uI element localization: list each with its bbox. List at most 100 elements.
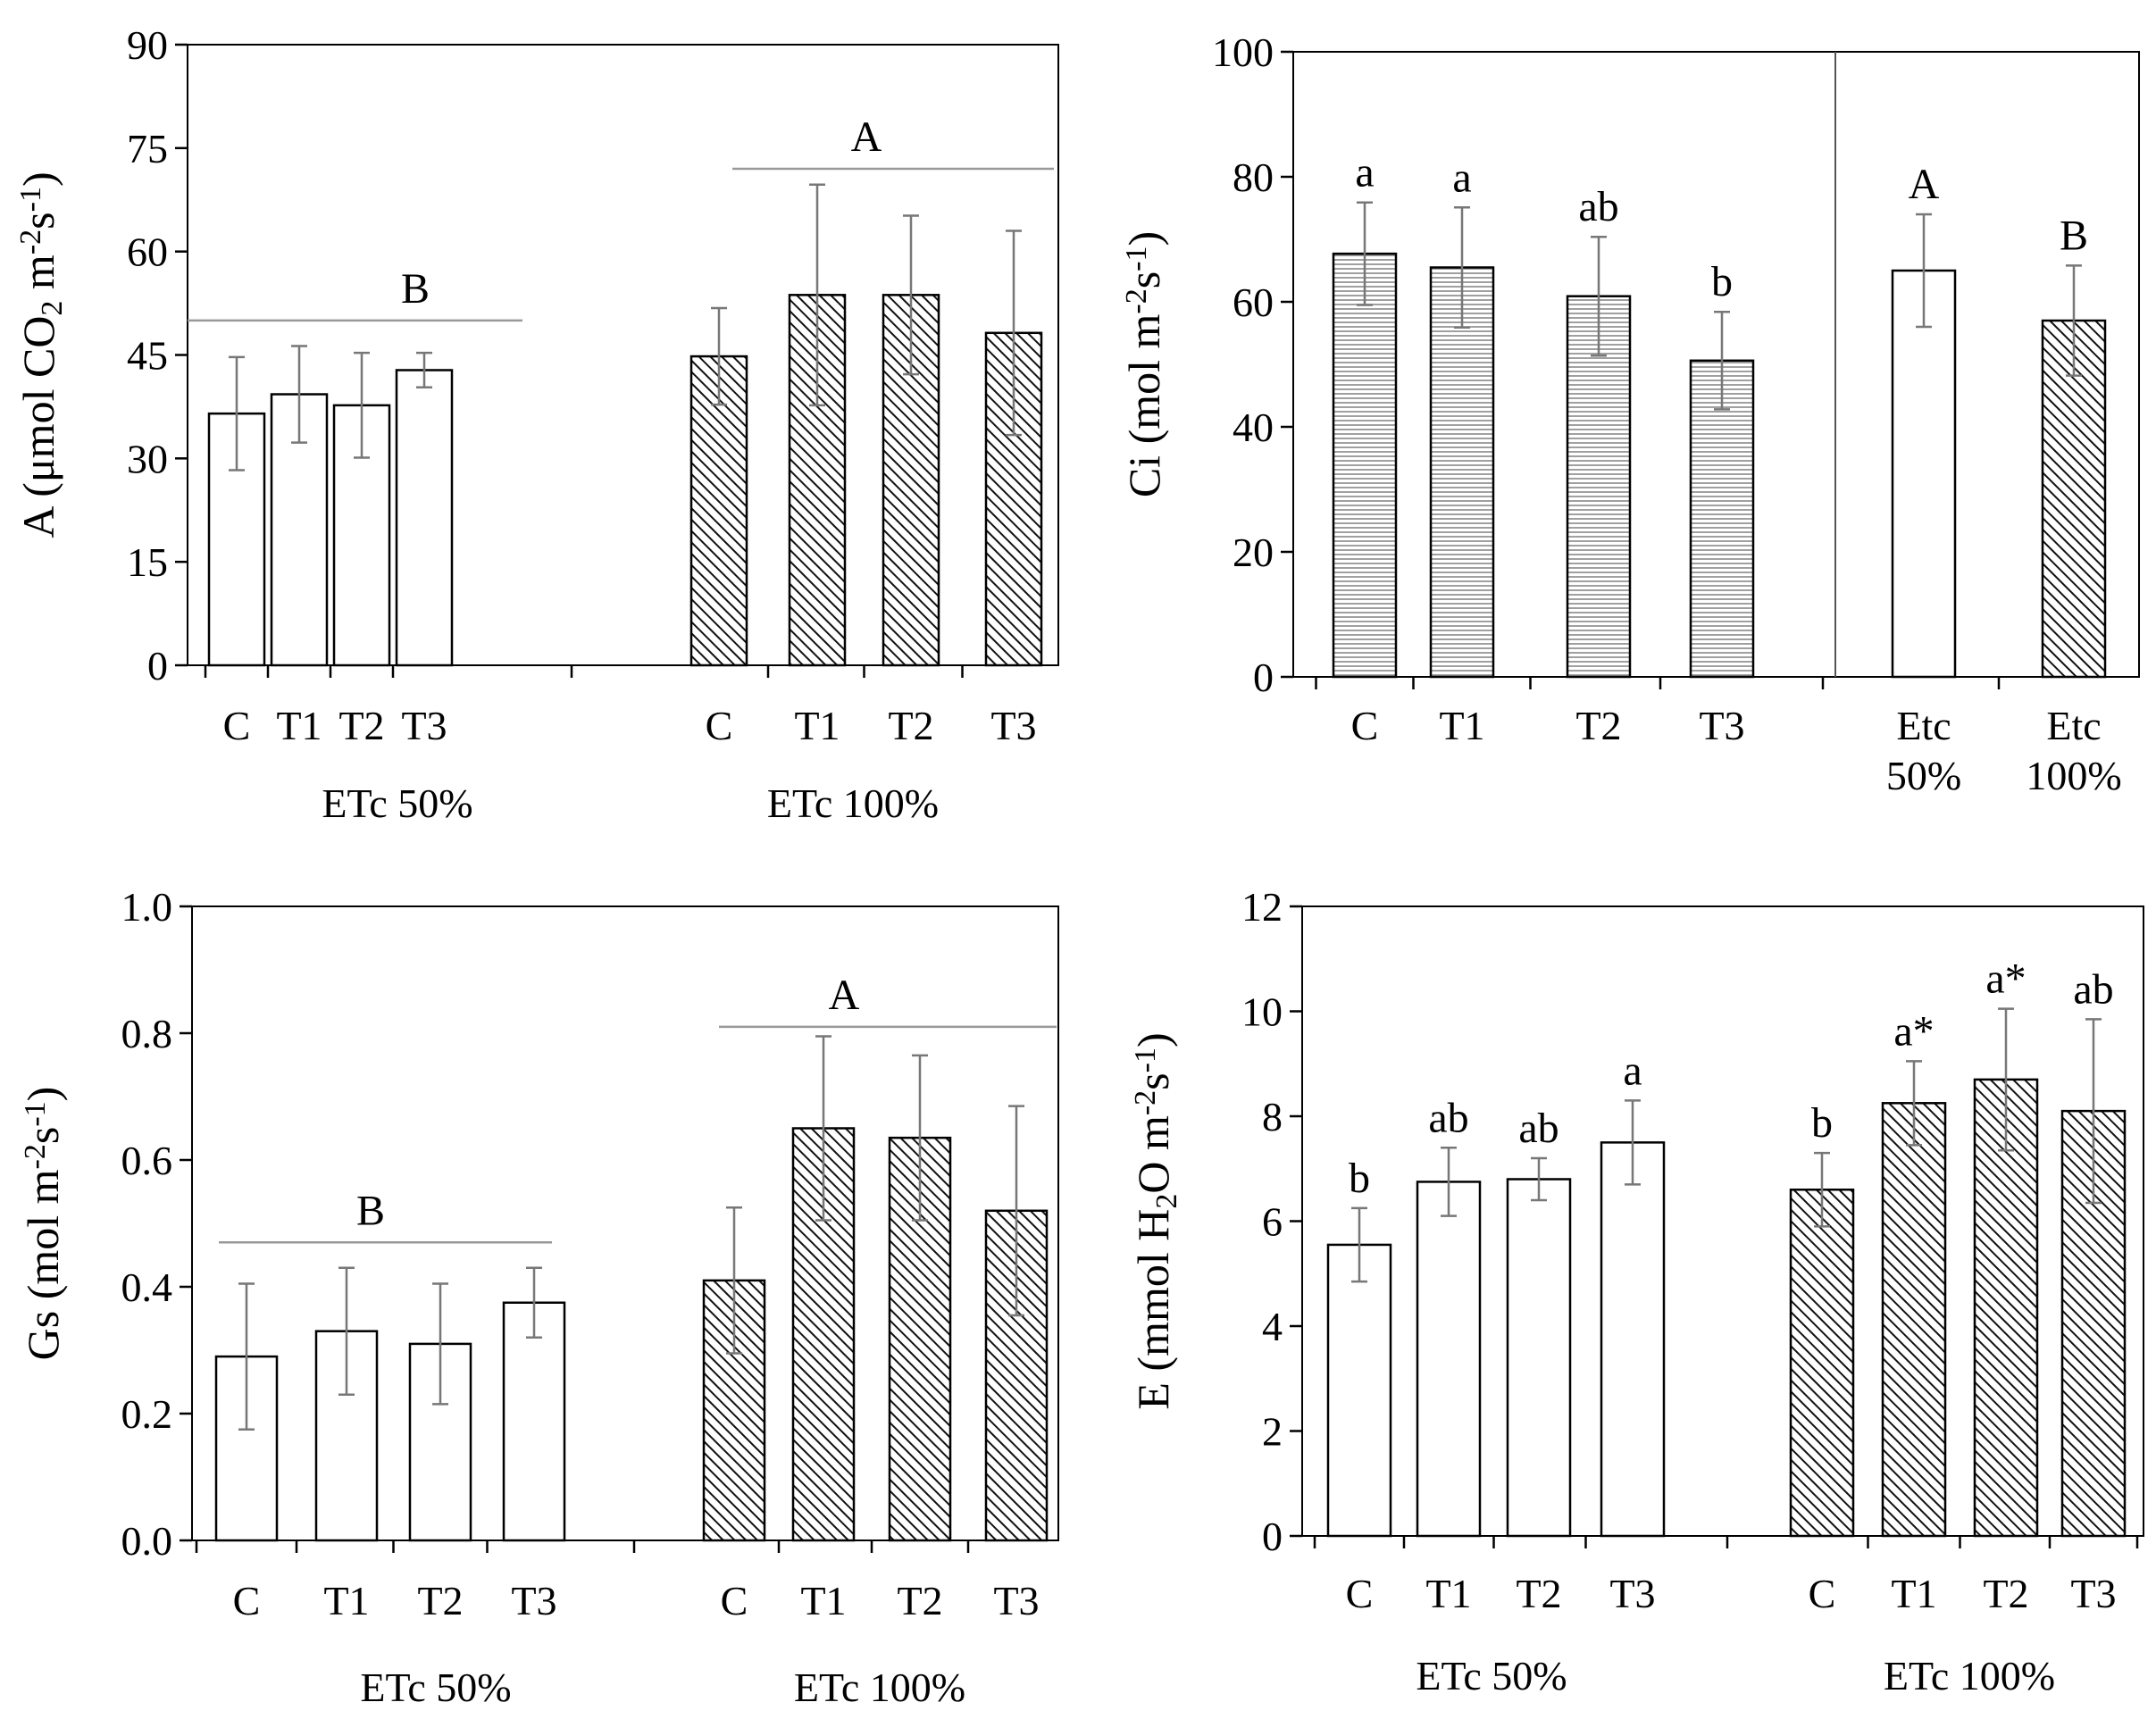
y-tick-label: 6 bbox=[1262, 1199, 1283, 1245]
y-axis-label-s: s bbox=[13, 212, 63, 229]
y-axis-label: Ci (mol m-2s-1) bbox=[1119, 231, 1169, 497]
x-category-label-line: Etc bbox=[2046, 703, 2101, 748]
x-category-label: T2 bbox=[417, 1578, 463, 1623]
x-category-label: T3 bbox=[993, 1578, 1039, 1623]
y-axis-label-sup2: -1 bbox=[14, 187, 47, 212]
significance-letter: ab bbox=[1428, 1094, 1468, 1141]
x-category-label: T2 bbox=[1983, 1571, 2028, 1616]
y-tick-label: 45 bbox=[127, 333, 168, 379]
y-axis-label-s: s bbox=[18, 1127, 68, 1144]
y-axis-label-s: s bbox=[1128, 1072, 1178, 1089]
x-category-label: T3 bbox=[990, 703, 1036, 748]
group-significance-letter: B bbox=[401, 265, 430, 313]
significance-letter: b bbox=[1349, 1155, 1370, 1202]
x-category-label: T1 bbox=[276, 703, 322, 748]
y-tick-label: 0 bbox=[1262, 1514, 1283, 1559]
y-axis-label-mid: m bbox=[13, 255, 63, 301]
y-tick-label: 8 bbox=[1262, 1094, 1283, 1139]
significance-letter: ab bbox=[2073, 965, 2113, 1013]
bar-E-1-0 bbox=[1789, 1189, 1855, 1538]
x-category-label: C bbox=[721, 1578, 748, 1623]
y-axis-label-pre: Ci (mol m bbox=[1119, 314, 1169, 498]
bar-Ci-0-2 bbox=[1566, 295, 1632, 679]
y-tick-label: 100 bbox=[1212, 29, 1274, 75]
y-tick-label: 0.4 bbox=[121, 1264, 173, 1310]
x-category-label: Etc 100% bbox=[2026, 703, 2121, 798]
x-category-label: T3 bbox=[2070, 1571, 2116, 1616]
y-axis-label-pre: Gs (mol m bbox=[18, 1169, 68, 1360]
y-axis-label-sup2: -1 bbox=[1129, 1047, 1162, 1072]
x-category-label: T1 bbox=[1891, 1571, 1936, 1616]
y-tick-label: 0.6 bbox=[121, 1138, 173, 1183]
y-axis-label-sup1: -2 bbox=[1129, 1090, 1162, 1115]
y-tick-label: 2 bbox=[1262, 1409, 1283, 1455]
significance-letter: B bbox=[2060, 212, 2088, 259]
significance-letter: ab bbox=[1578, 183, 1618, 230]
x-category-label: Etc 50% bbox=[1886, 703, 1961, 798]
bar-E-1-2 bbox=[1973, 1078, 2039, 1538]
y-axis-label-s: s bbox=[1119, 271, 1169, 288]
y-tick-label: 60 bbox=[127, 229, 168, 275]
y-axis-label: E (mmol H2O m-2s-1) bbox=[1128, 1032, 1183, 1409]
group-label: ETc 50% bbox=[1416, 1653, 1567, 1698]
significance-letter: a bbox=[1355, 149, 1374, 196]
x-category-label: T2 bbox=[338, 703, 384, 748]
x-category-label: T2 bbox=[888, 703, 933, 748]
y-tick-label: 0.8 bbox=[121, 1011, 173, 1056]
y-axis-label-sup1: -2 bbox=[1120, 288, 1153, 313]
x-category-label: T1 bbox=[323, 1578, 369, 1623]
y-axis-label-sup2: -1 bbox=[1120, 246, 1153, 271]
bar-E-0-2 bbox=[1506, 1178, 1572, 1538]
x-category-label: C bbox=[1346, 1571, 1374, 1616]
group-label: ETc 100% bbox=[1884, 1653, 2055, 1698]
y-axis-label-sub: 2 bbox=[36, 301, 69, 316]
y-axis-label: A (μmol CO2 m-2s-1) bbox=[13, 171, 69, 538]
x-category-label-line: Etc bbox=[1896, 703, 1951, 748]
y-axis-label-pre: E (mmol H bbox=[1128, 1209, 1178, 1410]
y-tick-label: 12 bbox=[1241, 884, 1283, 930]
x-category-label: T1 bbox=[800, 1578, 846, 1623]
x-category-label: T3 bbox=[511, 1578, 556, 1623]
bar-E-0-0 bbox=[1326, 1243, 1392, 1538]
y-tick-label: 90 bbox=[127, 22, 168, 68]
y-tick-label: 1.0 bbox=[121, 884, 173, 930]
group-significance-letter: A bbox=[829, 972, 860, 1019]
x-category-label: T1 bbox=[1439, 703, 1484, 748]
bar-E-0-3 bbox=[1600, 1141, 1666, 1538]
group-label: ETc 50% bbox=[322, 780, 472, 826]
x-category-label: T1 bbox=[794, 703, 840, 748]
bar-A-0-3 bbox=[395, 369, 454, 667]
group-label: ETc 100% bbox=[794, 1665, 965, 1710]
significance-letter: ab bbox=[1518, 1105, 1559, 1152]
y-tick-label: 4 bbox=[1262, 1304, 1283, 1349]
y-axis-label-sup1: -2 bbox=[14, 229, 47, 255]
x-category-label: C bbox=[1351, 703, 1379, 748]
y-axis-label-sub: 2 bbox=[1150, 1194, 1183, 1209]
group-significance-letter: A bbox=[851, 113, 882, 161]
bar-Ci-1-0 bbox=[1891, 269, 1957, 679]
bar-A-1-0 bbox=[689, 355, 748, 667]
y-tick-label: 0 bbox=[147, 643, 168, 688]
significance-letter: b bbox=[1711, 258, 1733, 305]
x-category-label: T2 bbox=[1575, 703, 1621, 748]
significance-letter: a* bbox=[1893, 1007, 1934, 1055]
y-axis-label-post: ) bbox=[1128, 1032, 1178, 1047]
y-axis-label-mid: O m bbox=[1128, 1115, 1178, 1194]
x-category-label-line: 100% bbox=[2026, 753, 2121, 798]
bar-Gs-0-3 bbox=[502, 1301, 566, 1542]
y-axis-label-post: ) bbox=[18, 1087, 68, 1102]
significance-letter: A bbox=[1909, 161, 1940, 208]
y-tick-label: 0.2 bbox=[121, 1391, 173, 1437]
y-tick-label: 40 bbox=[1233, 405, 1274, 450]
bar-Ci-1-1 bbox=[2041, 319, 2107, 679]
x-category-label: T2 bbox=[897, 1578, 942, 1623]
panel-A: 0 15 30 45 60 75 90 A (μmol CO2 m-2s-1) C T1 T2 T3 E… bbox=[13, 22, 1059, 826]
y-tick-label: 20 bbox=[1233, 530, 1274, 575]
x-category-label: C bbox=[233, 1578, 261, 1623]
y-axis-label-sup2: -1 bbox=[19, 1101, 52, 1126]
y-tick-label: 0.0 bbox=[121, 1518, 173, 1564]
x-category-label-line: 50% bbox=[1886, 753, 1961, 798]
panel-Gs: 0.0 0.2 0.4 0.6 0.8 1.0 Gs (mol m-2s-1) C T1 T2 T3… bbox=[18, 884, 1059, 1710]
